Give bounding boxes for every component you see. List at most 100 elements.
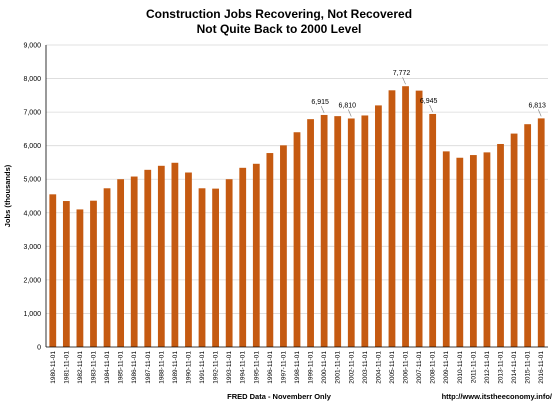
x-tick-label: 2015-11-01: [525, 351, 532, 384]
data-labels: 6,915 6,810 7,772 6,945 6,813: [311, 70, 546, 117]
bar: [266, 153, 274, 347]
bar: [198, 188, 206, 347]
x-tick-label: 1984-11-01: [104, 351, 111, 384]
bar: [103, 188, 111, 347]
bar: [280, 145, 287, 347]
bar: [388, 90, 396, 348]
bar: [117, 179, 125, 347]
bar: [62, 201, 70, 347]
bar: [225, 179, 233, 347]
bar: [442, 151, 450, 347]
x-tick-label: 2010-11-01: [457, 351, 464, 384]
bar: [171, 162, 179, 347]
x-tick-label: 2000-11-01: [321, 351, 328, 384]
x-tick-label: 1991-11-01: [199, 351, 206, 384]
data-label-leader: [429, 104, 433, 113]
y-tick-label: 9,000: [23, 43, 41, 50]
bar: [483, 152, 491, 347]
x-tick-label: 1998-11-01: [294, 351, 301, 384]
bar: [185, 172, 192, 347]
x-tick-label: 2003-11-01: [362, 351, 369, 384]
x-tick-label: 1996-11-01: [267, 351, 274, 384]
x-tick-label: 1982-11-01: [77, 351, 84, 384]
bar: [347, 118, 355, 347]
x-tick-label: 1992-11-01: [213, 351, 220, 384]
data-label-leader: [402, 77, 406, 85]
y-tick-label: 3,000: [23, 244, 41, 251]
x-tick-label: 1986-11-01: [131, 351, 138, 384]
bar: [334, 116, 342, 347]
bar: [429, 113, 437, 347]
x-tick-label: 2004-11-01: [375, 351, 382, 384]
bar: [157, 165, 165, 347]
bar: [76, 209, 84, 347]
x-tick-label: 2013-11-01: [498, 351, 505, 384]
bar: [524, 124, 532, 348]
x-tick-label: 1981-11-01: [63, 351, 70, 384]
x-tick-label: 1993-11-01: [226, 351, 233, 384]
source-label: http://www.itstheeconomy.info/: [442, 392, 553, 401]
x-tick-label: 2006-11-01: [403, 351, 410, 384]
x-tick-label: 2005-11-01: [389, 351, 396, 384]
x-tick-label: 2014-11-01: [511, 351, 518, 384]
x-tick-label: 2011-11-01: [470, 351, 477, 384]
bar: [402, 86, 409, 347]
bar: [90, 200, 97, 347]
x-tick-label: 1985-11-01: [118, 351, 125, 384]
y-tick-label: 2,000: [23, 277, 41, 284]
x-tick-label: 2008-11-01: [430, 351, 437, 384]
bar: [456, 157, 464, 347]
x-tick-label: 1999-11-01: [308, 351, 315, 384]
bar: [49, 194, 57, 347]
data-label: 6,915: [311, 99, 329, 106]
x-tick-label: 2001-11-01: [335, 351, 342, 384]
bar: [415, 90, 423, 347]
x-tick-label: 1994-11-01: [240, 351, 247, 384]
y-tick-label: 1,000: [23, 311, 41, 318]
bar: [510, 133, 518, 347]
chart-title-line2: Not Quite Back to 2000 Level: [197, 22, 362, 36]
x-tick-label: 2012-11-01: [484, 351, 491, 384]
data-label-leader: [537, 109, 542, 117]
x-tick-label: 1987-11-01: [145, 351, 152, 384]
bar: [239, 167, 247, 347]
data-label: 6,810: [339, 102, 357, 109]
data-label-leader: [320, 105, 325, 114]
bars: [49, 86, 545, 348]
y-axis-ticks: 0 1,000 2,000 3,000 4,000 5,000 6,000 7,000 8,00…: [23, 43, 41, 352]
x-tick-label: 2007-11-01: [416, 351, 423, 384]
chart-title-line1: Construction Jobs Recovering, Not Recove…: [146, 7, 412, 21]
bar: [293, 132, 301, 347]
bar: [307, 119, 314, 347]
x-axis-label: FRED Data - Novemberr Only: [227, 392, 332, 401]
x-tick-label: 2016-11-01: [538, 351, 545, 384]
bar: [497, 143, 504, 347]
y-tick-label: 4,000: [23, 210, 41, 217]
data-label: 7,772: [393, 70, 411, 77]
bar: [537, 118, 545, 347]
x-tick-label: 1980-11-01: [50, 351, 57, 384]
bar: [144, 169, 152, 347]
x-axis-ticks: 1980-11-01 1981-11-01 1982-11-01 1983-11-01…: [50, 351, 545, 384]
data-label: 6,945: [420, 98, 438, 105]
y-tick-label: 6,000: [23, 143, 41, 150]
bar: [469, 155, 477, 347]
x-tick-label: 2009-11-01: [443, 351, 450, 384]
x-tick-label: 1983-11-01: [90, 351, 97, 384]
bar: [361, 115, 369, 347]
y-tick-label: 5,000: [23, 177, 41, 184]
y-tick-label: 0: [37, 345, 41, 352]
y-tick-label: 7,000: [23, 110, 41, 117]
x-tick-label: 1995-11-01: [253, 351, 260, 384]
bar: [375, 105, 382, 348]
x-tick-label: 2002-11-01: [348, 351, 355, 384]
data-label-leader: [347, 109, 352, 117]
x-tick-label: 1989-11-01: [172, 351, 179, 384]
bar: [130, 176, 138, 347]
x-tick-label: 1990-11-01: [185, 351, 192, 384]
data-label: 6,813: [528, 102, 546, 109]
bar: [212, 188, 219, 347]
x-tick-label: 1988-11-01: [158, 351, 165, 384]
